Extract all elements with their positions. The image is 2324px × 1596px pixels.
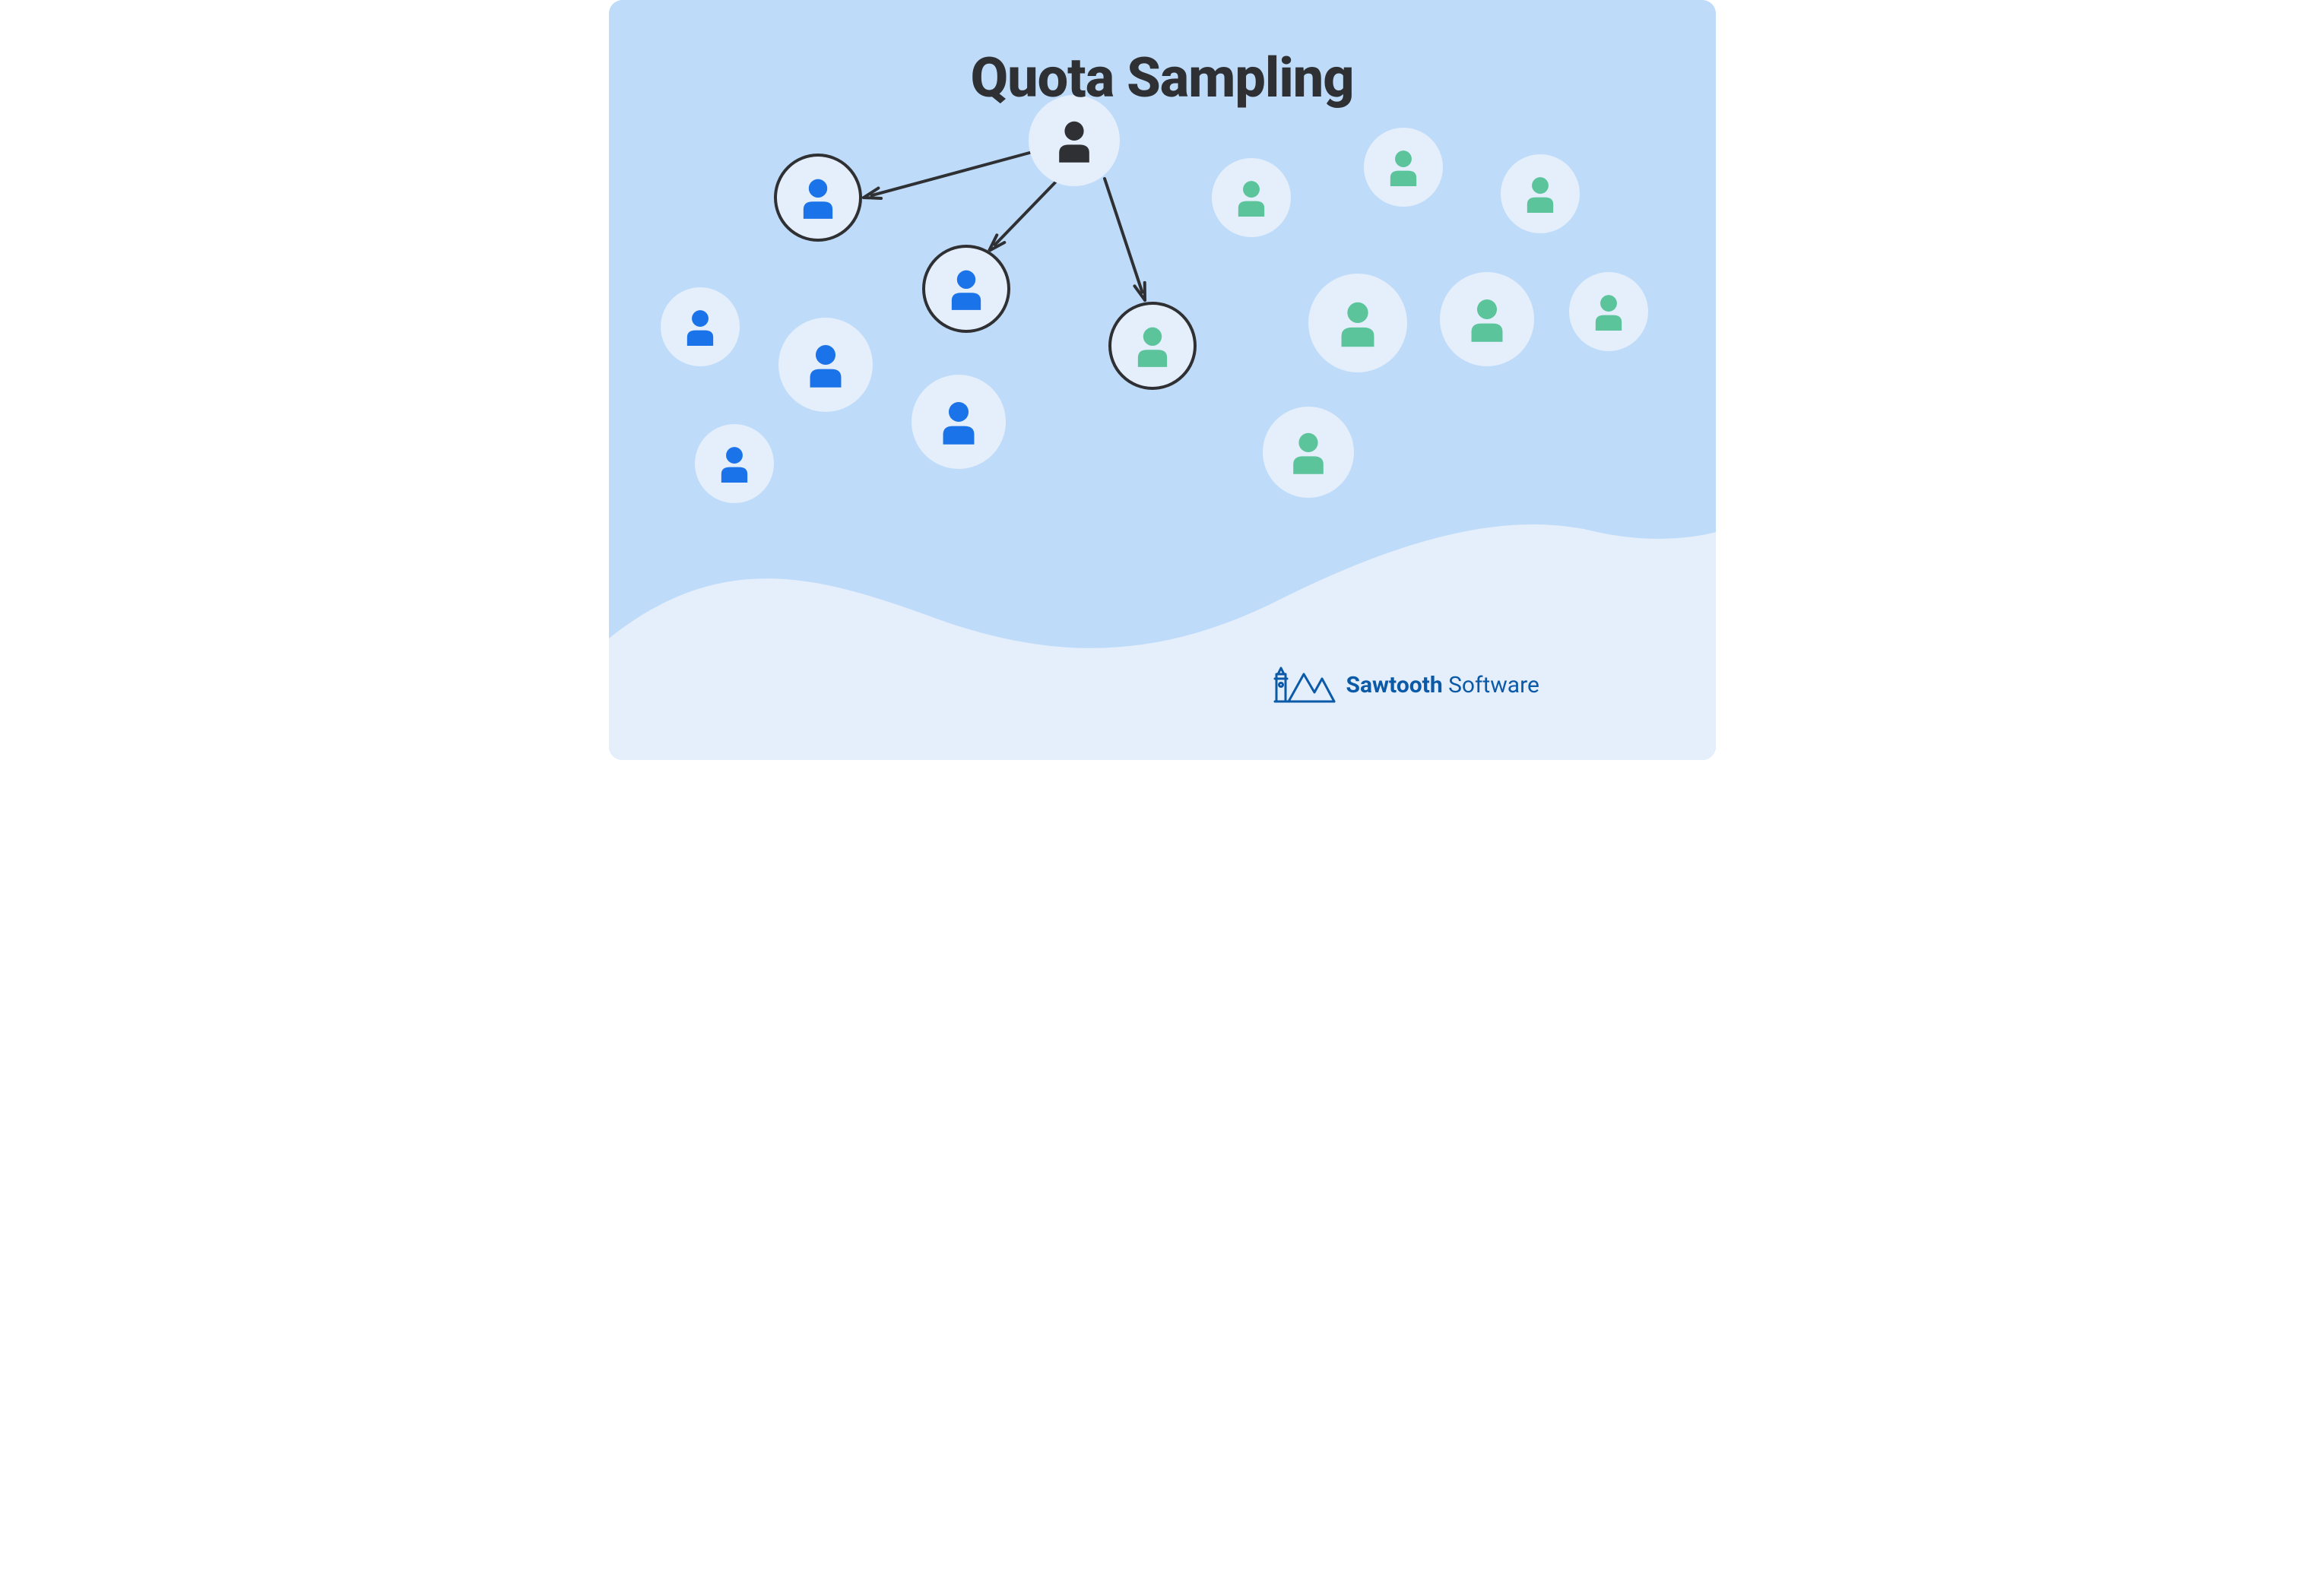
brand-name-light: Software <box>1443 672 1539 698</box>
brand-name-bold: Sawtooth <box>1346 672 1443 698</box>
person-icon <box>1212 158 1291 237</box>
person-node-g6 <box>1440 272 1534 366</box>
brand-logo-text: Sawtooth Software <box>1346 672 1539 698</box>
diagram-title: Quota Sampling <box>609 46 1716 110</box>
sawtooth-logo-icon <box>1270 665 1336 705</box>
person-icon <box>774 154 862 242</box>
person-node-g7 <box>1569 272 1648 351</box>
person-node-b3 <box>661 287 740 366</box>
person-node-g2 <box>1212 158 1291 237</box>
person-icon <box>922 245 1010 333</box>
person-icon <box>1440 272 1534 366</box>
person-icon <box>912 375 1006 469</box>
person-node-b4 <box>778 318 873 412</box>
person-icon <box>1501 154 1580 233</box>
person-node-g5 <box>1308 274 1407 372</box>
person-icon <box>1364 128 1443 207</box>
infographic-canvas: Quota Sampling <box>609 0 1716 760</box>
person-node-g3 <box>1364 128 1443 207</box>
person-node-b2 <box>922 245 1010 333</box>
person-icon <box>1308 274 1407 372</box>
person-node-g4 <box>1501 154 1580 233</box>
person-node-g1 <box>1108 302 1197 390</box>
person-node-g8 <box>1263 407 1354 498</box>
brand-logo: Sawtooth Software <box>1270 665 1539 705</box>
person-node-b5 <box>912 375 1006 469</box>
person-icon <box>1263 407 1354 498</box>
person-icon <box>1108 302 1197 390</box>
person-node-b6 <box>695 424 774 503</box>
person-icon <box>661 287 740 366</box>
person-icon <box>778 318 873 412</box>
person-icon <box>695 424 774 503</box>
person-node-b1 <box>774 154 862 242</box>
person-icon <box>1569 272 1648 351</box>
